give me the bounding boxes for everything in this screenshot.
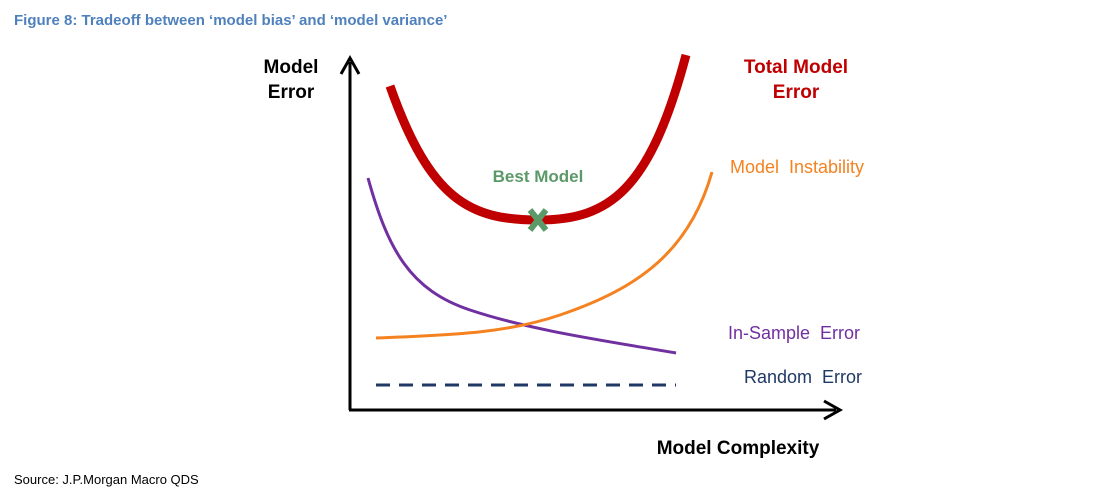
best-model-label: Best Model (493, 167, 584, 186)
model-instability-label: Model Instability (730, 157, 864, 177)
x-axis-arrowhead (823, 399, 844, 421)
total-model-error-label-line2: Error (773, 82, 820, 103)
best-model-marker-icon (527, 208, 549, 232)
y-axis-label-line2: Error (268, 82, 315, 103)
figure-title: Figure 8: Tradeoff between ‘model bias’ … (14, 12, 448, 29)
in-sample-error-label: In-Sample Error (728, 323, 860, 343)
total-model-error-label-line1: Total Model (744, 57, 848, 78)
in-sample-error-curve (366, 177, 677, 355)
random-error-label: Random Error (744, 367, 862, 387)
source-note: Source: J.P.Morgan Macro QDS (14, 472, 199, 487)
y-axis-arrowhead (339, 54, 361, 75)
model-instability-curve (375, 171, 714, 340)
y-axis-label-line1: Model (264, 57, 319, 78)
total-model-error-curve (385, 53, 691, 225)
x-axis-label: Model Complexity (657, 438, 820, 459)
